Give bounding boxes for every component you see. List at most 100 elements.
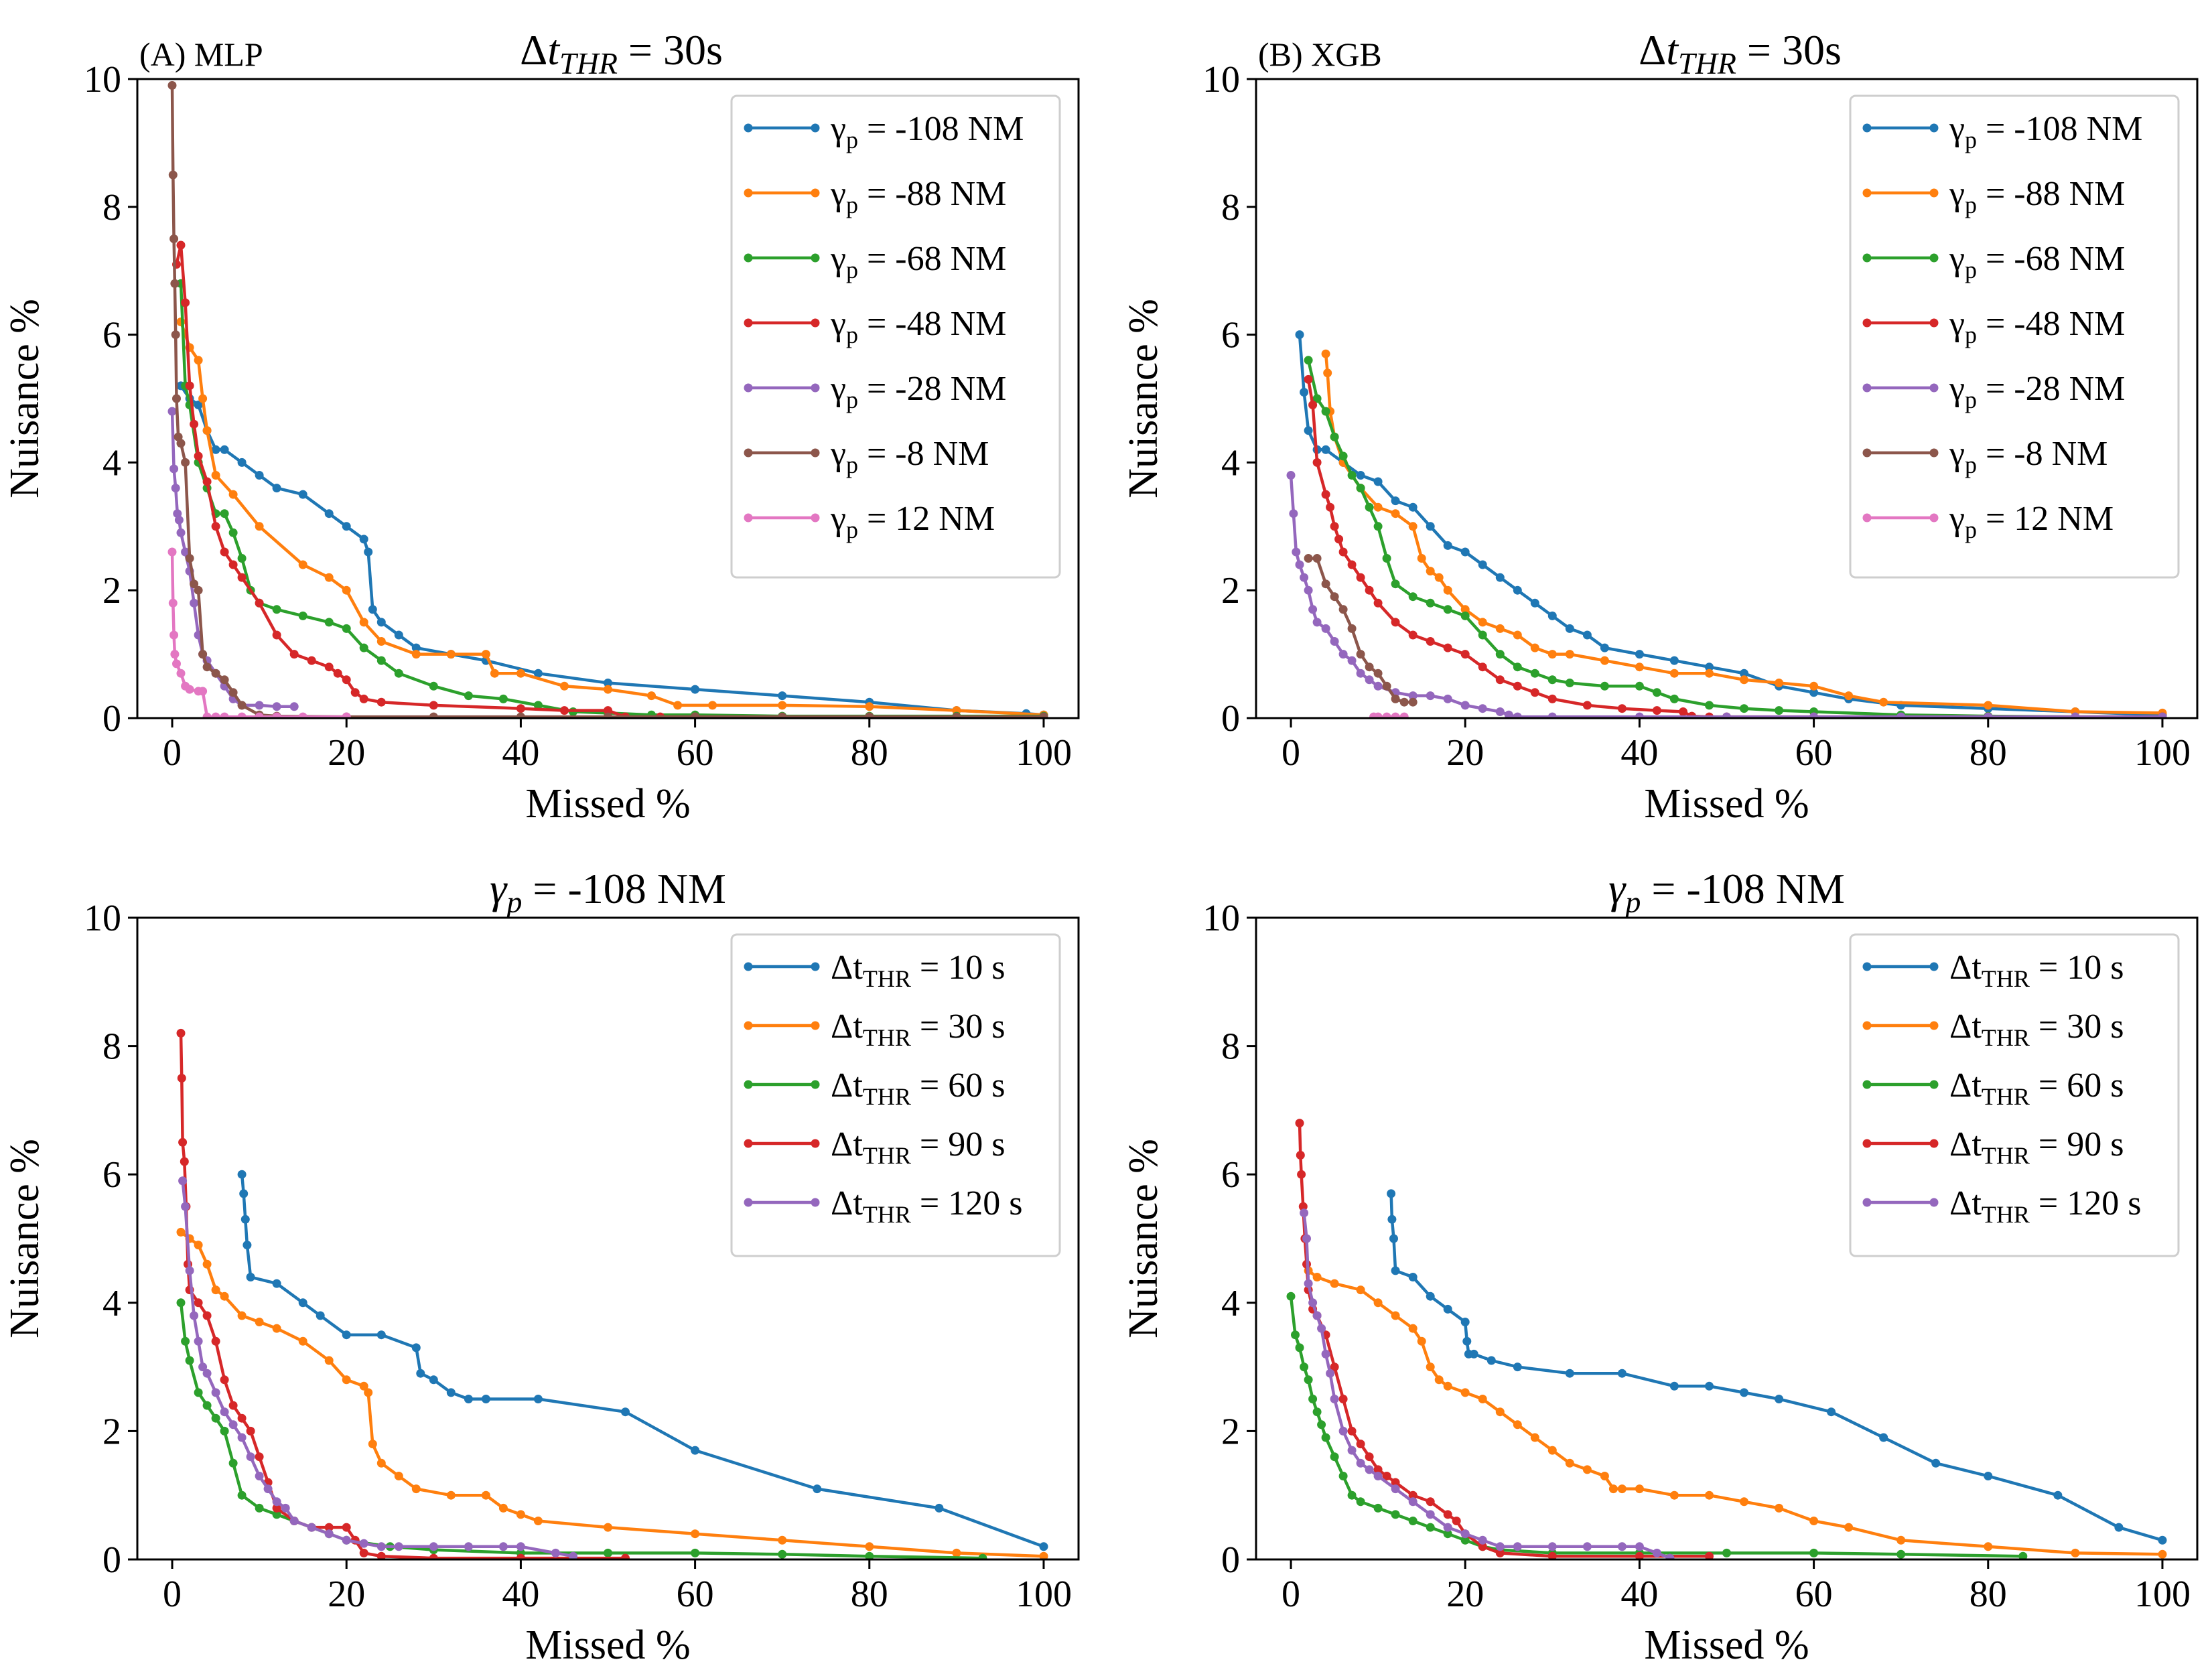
legend-marker [1862,253,1872,263]
data-point [324,618,334,627]
legend-label: ΔtTHR = 120 s [831,1184,1022,1228]
legend-label-rest: = 90 s [2030,1125,2124,1164]
data-point [1295,330,1304,340]
data-point [1308,401,1318,409]
data-point [289,702,299,711]
data-point [190,598,199,608]
data-point [168,598,178,608]
data-point [272,1497,281,1507]
legend-label-main: Δt [831,949,863,987]
legend-label: ΔtTHR = 60 s [831,1066,1005,1110]
data-point [865,1542,874,1551]
y-tick-label: 8 [102,187,121,228]
data-point [170,279,180,288]
data-point [202,426,212,435]
legend-label-main: γ [1949,305,1965,343]
data-point [1356,1285,1365,1295]
data-point [1582,630,1592,640]
data-point [1312,394,1322,403]
data-point [220,509,229,518]
data-point [228,1420,238,1429]
data-point [935,1503,944,1513]
data-point [673,701,683,710]
legend-marker [811,188,820,198]
x-tick-label: 60 [1795,1574,1833,1615]
data-point [1308,605,1318,614]
data-point [180,1157,189,1166]
data-point [1391,1510,1400,1519]
legend-label: ΔtTHR = 120 s [1949,1184,2141,1228]
legend-label: ΔtTHR = 10 s [1949,949,2124,992]
data-point [376,1458,386,1468]
data-point [1356,484,1365,493]
data-point [1513,1542,1522,1551]
data-point [1705,701,1714,710]
data-point [1844,691,1854,701]
data-point [1443,1523,1452,1532]
data-point [1669,656,1679,665]
data-point [185,1356,194,1365]
legend-label-subscript: THR [1982,1142,2030,1169]
data-point [952,1548,961,1557]
data-point [185,685,194,694]
legend-label-main: γ [830,500,846,538]
data-point [1495,573,1505,582]
legend-marker [744,1198,753,1207]
data-point [2158,1535,2167,1545]
legend-marker [1862,962,1872,971]
y-tick-label: 2 [102,1411,121,1452]
data-point [246,1273,255,1281]
data-point [1399,697,1409,707]
legend-label-subscript: p [846,516,858,543]
legend-label-rest: = 90 s [911,1125,1006,1164]
x-tick-label: 60 [1795,732,1833,774]
data-point [1304,554,1313,563]
data-point [1530,669,1539,678]
x-tick-label: 20 [328,732,365,774]
legend-frame [730,933,1061,1257]
legend-marker [1929,513,1939,522]
x-tick-label: 100 [1016,1574,1072,1615]
legend-item: ΔtTHR = 90 s [744,1125,1006,1169]
series-line [1302,1212,1671,1559]
legend-label-subscript: p [1965,516,1977,543]
data-point [1296,1151,1305,1160]
data-point [307,1523,316,1532]
data-point [1775,1395,1784,1403]
data-point [1635,1484,1644,1494]
legend-marker [1862,1080,1872,1089]
title-subscript: THR [1678,46,1736,80]
data-point [1365,1452,1374,1462]
legend-label-rest: = 10 s [911,949,1006,987]
legend-marker [811,1198,820,1207]
y-tick-label: 10 [84,898,121,939]
data-point [778,691,787,701]
legend-item: γp = -8 NM [1862,435,2107,478]
data-point [243,1241,252,1250]
data-point [708,701,717,710]
data-point [1426,1292,1435,1301]
legend-item: ΔtTHR = 120 s [1862,1184,2141,1228]
data-point [298,1298,307,1308]
data-point [2018,1551,2028,1559]
title-suffix: = -108 NM [1641,865,1845,912]
legend-item: γp = 12 NM [1862,500,2114,543]
data-point [1338,650,1348,659]
data-point [516,1553,525,1559]
data-point [185,554,194,563]
data-point [1513,662,1522,672]
plot-area [167,81,1048,718]
y-axis-label: Nuisance % [2,299,48,498]
data-point [1308,1298,1318,1308]
data-point [342,585,351,595]
x-tick-label: 20 [328,1574,365,1615]
data-point [1312,458,1322,467]
data-point [865,702,874,711]
data-point [220,1426,229,1436]
data-point [1582,1465,1592,1474]
data-point [1391,509,1400,518]
data-point [1408,630,1418,640]
x-tick-label: 0 [1282,732,1300,774]
data-point [1321,349,1330,358]
data-point [1347,1446,1357,1455]
